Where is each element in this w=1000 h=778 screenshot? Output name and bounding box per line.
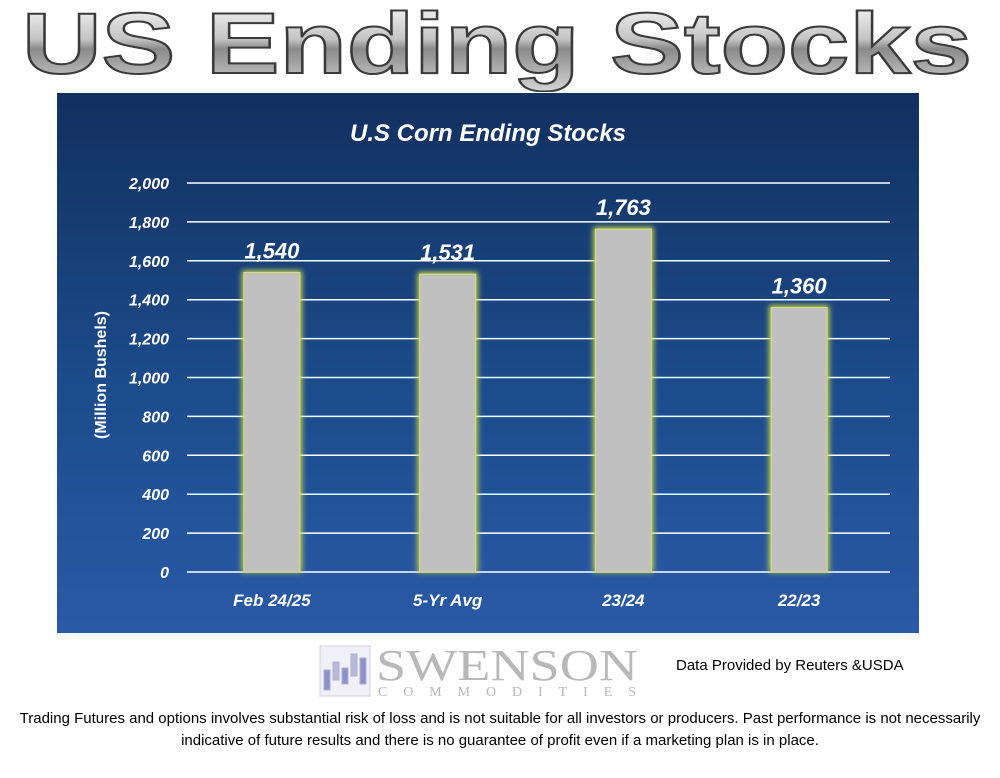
bar bbox=[770, 306, 828, 573]
y-axis-ticks: 0 200 400 600 800 1,000 1,200 1,400 1,600 1,800 2,… bbox=[128, 176, 169, 582]
bar bbox=[243, 271, 301, 573]
y-tick-label: 1,200 bbox=[129, 332, 169, 349]
candlestick-icon bbox=[319, 645, 371, 697]
bar bbox=[594, 228, 652, 573]
x-tick-label: Feb 24/25 bbox=[233, 591, 311, 610]
bar-value-label: 1,360 bbox=[772, 273, 828, 298]
bar-value-label: 1,540 bbox=[244, 238, 300, 263]
bar-value-label: 1,531 bbox=[420, 240, 475, 265]
y-tick-label: 1,600 bbox=[129, 254, 169, 271]
headline-text: US Ending Stocks bbox=[22, 0, 972, 92]
gridlines bbox=[187, 182, 890, 573]
y-tick-label: 600 bbox=[142, 448, 169, 465]
y-tick-label: 800 bbox=[142, 409, 169, 426]
swenson-logo: SWENSON COMMODITIES bbox=[319, 641, 638, 700]
y-tick-label: 1,000 bbox=[129, 371, 169, 388]
bar-chart: U.S Corn Ending Stocks (Million Bushels)… bbox=[93, 120, 890, 610]
chart-panel: U.S Corn Ending Stocks (Million Bushels)… bbox=[57, 93, 919, 633]
y-axis-label: (Million Bushels) bbox=[93, 311, 110, 439]
y-tick-label: 1,400 bbox=[129, 293, 169, 310]
y-tick-label: 400 bbox=[141, 487, 169, 504]
x-tick-label: 23/24 bbox=[601, 591, 645, 610]
y-tick-label: 1,800 bbox=[129, 215, 169, 232]
risk-disclaimer: Trading Futures and options involves sub… bbox=[19, 710, 981, 749]
chart-title: U.S Corn Ending Stocks bbox=[350, 120, 626, 147]
logo-name: SWENSON bbox=[376, 641, 638, 690]
data-source-credit: Data Provided by Reuters &USDA bbox=[676, 657, 904, 674]
y-tick-label: 0 bbox=[160, 565, 169, 582]
x-tick-label: 5-Yr Avg bbox=[413, 591, 483, 610]
page-headline: US Ending Stocks bbox=[21, 0, 973, 92]
x-axis-ticks: Feb 24/25 5-Yr Avg 23/24 22/23 bbox=[233, 591, 821, 610]
bar-value-label: 1,763 bbox=[596, 195, 651, 220]
bar bbox=[419, 273, 477, 573]
x-tick-label: 22/23 bbox=[777, 591, 821, 610]
y-tick-label: 2,000 bbox=[128, 176, 169, 193]
y-tick-label: 200 bbox=[141, 526, 169, 543]
value-labels: 1,540 1,531 1,763 1,360 bbox=[244, 195, 827, 298]
bars bbox=[241, 227, 830, 573]
